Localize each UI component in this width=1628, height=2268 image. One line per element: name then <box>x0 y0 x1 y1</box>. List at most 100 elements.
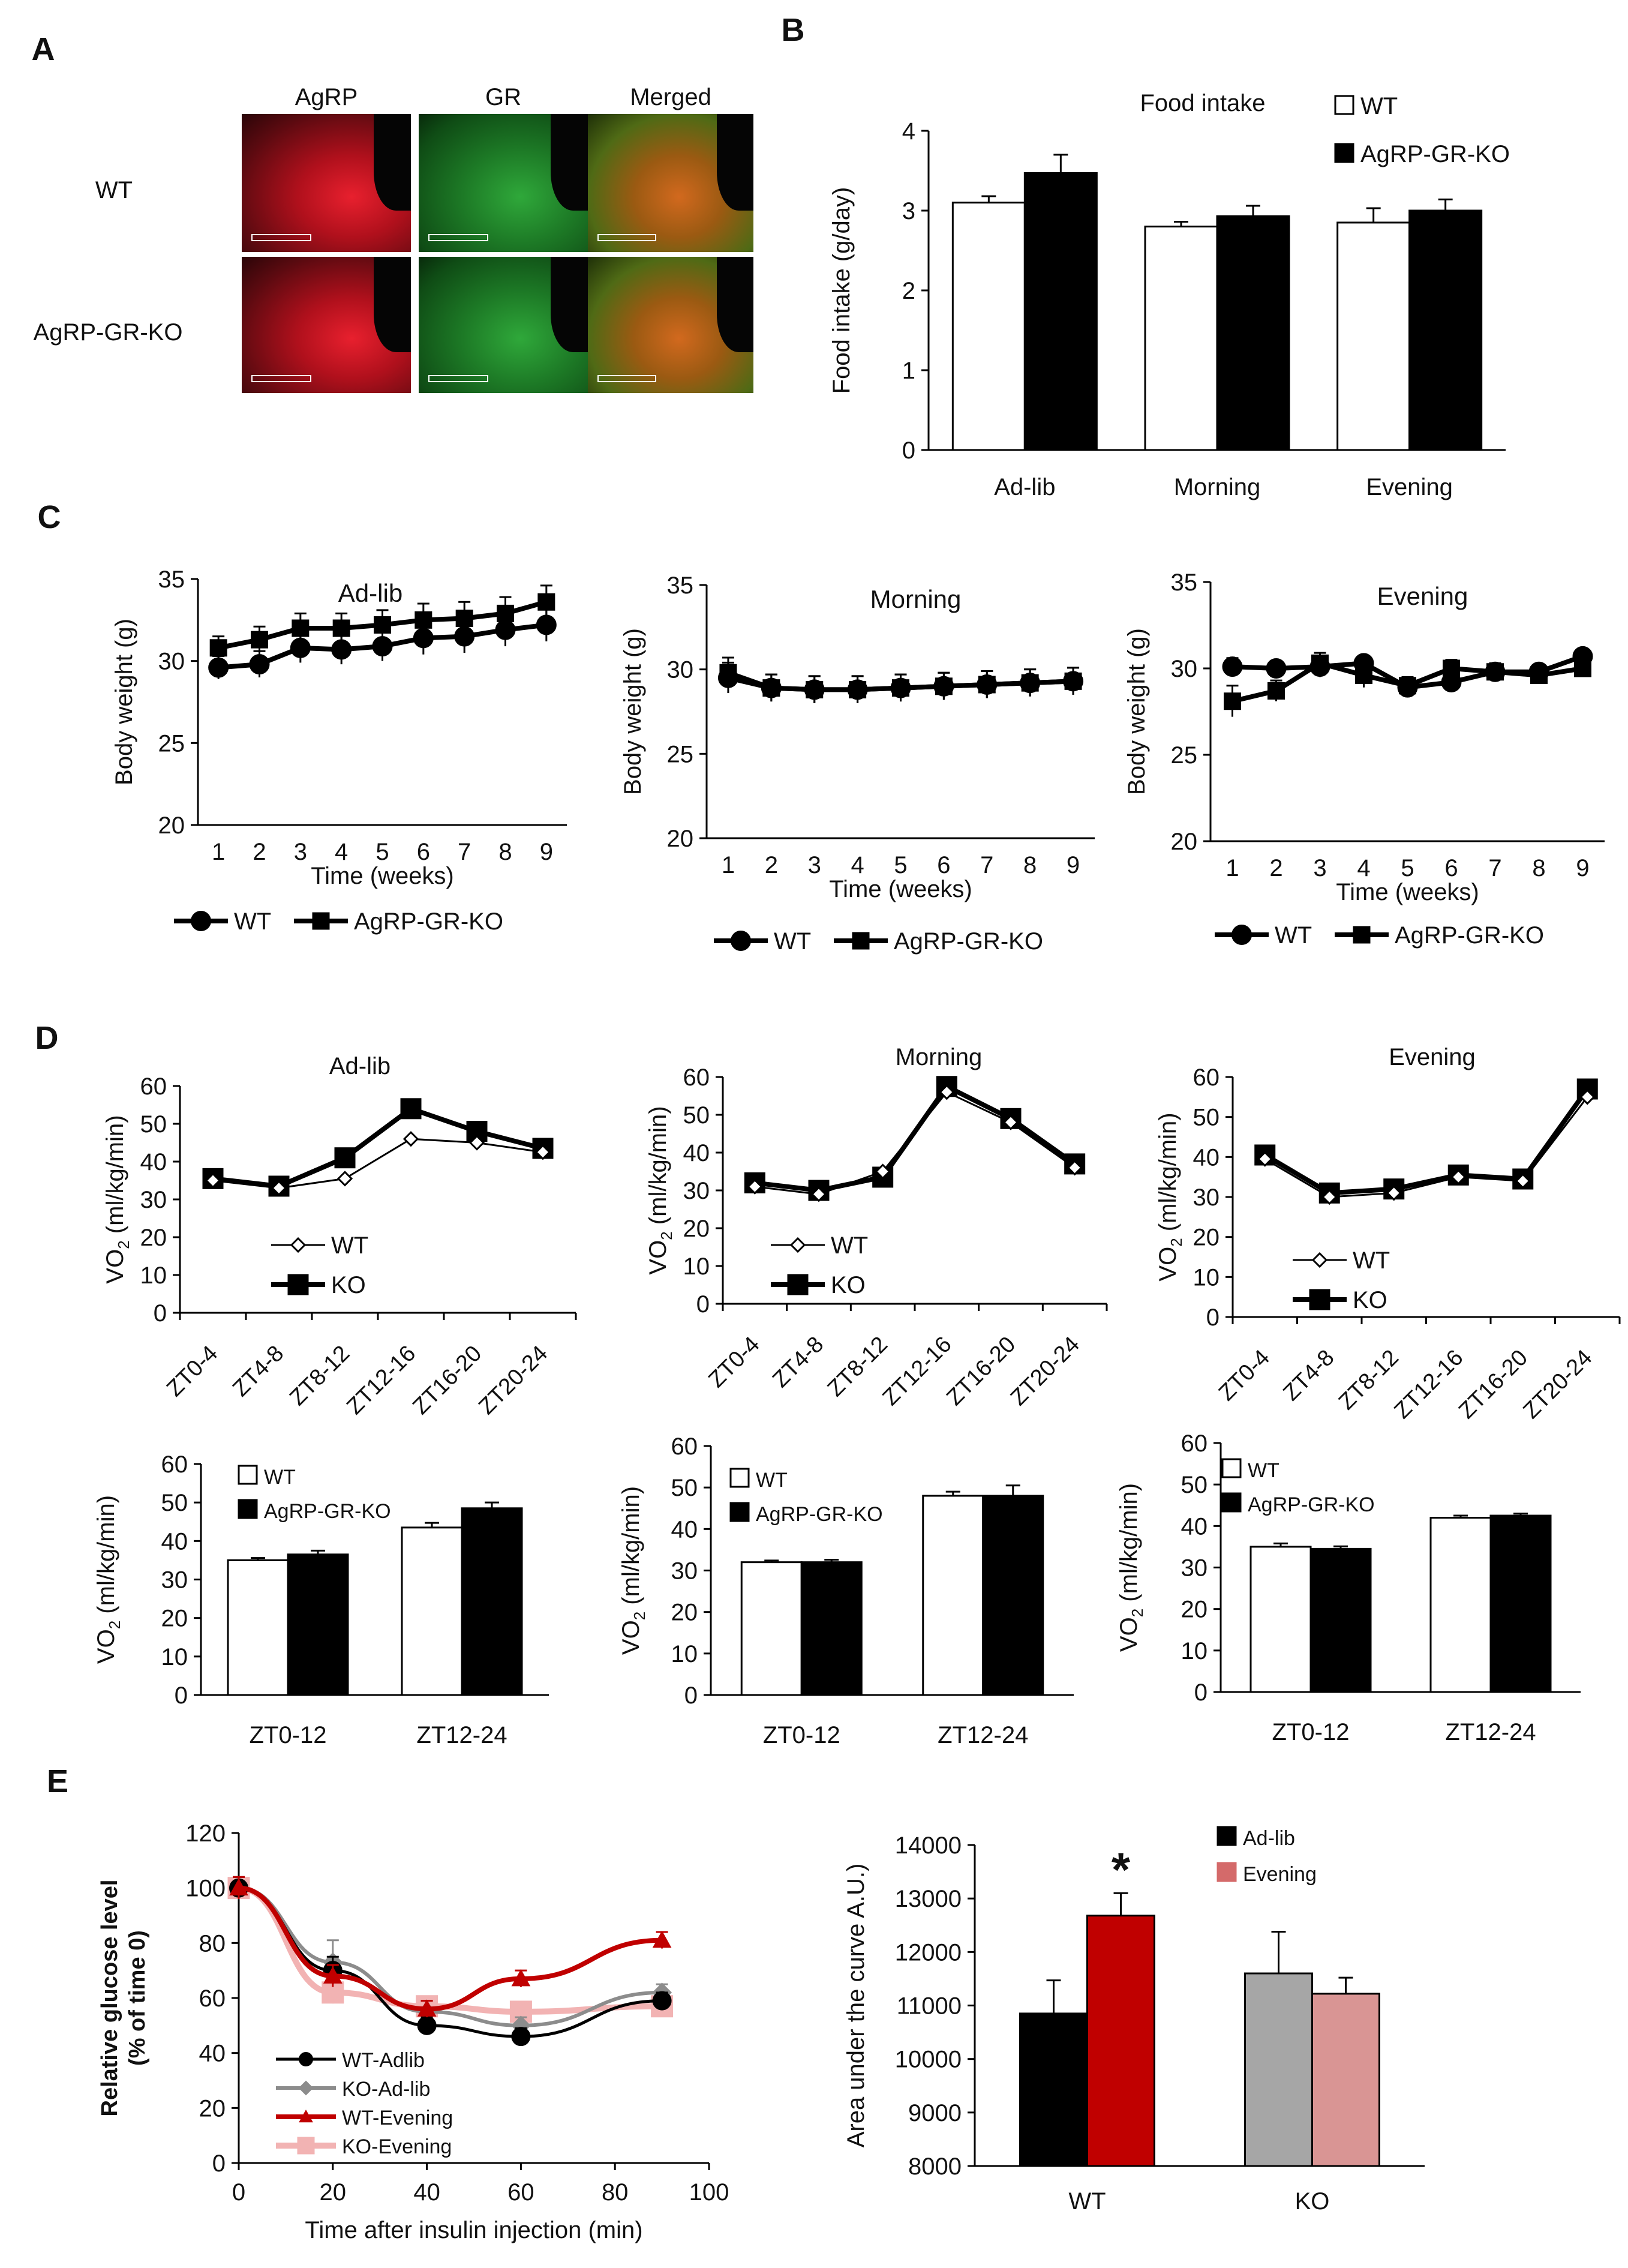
y-tick-label: 60 <box>199 1985 226 2012</box>
y-tick-label: 50 <box>671 1475 698 1501</box>
y-tick-label: 10 <box>161 1644 188 1670</box>
data-point <box>400 1098 422 1120</box>
bar <box>1023 172 1098 451</box>
x-axis-label: Time (weeks) <box>311 863 454 889</box>
data-point <box>417 1999 437 2017</box>
data-point <box>1574 659 1591 677</box>
x-tick-label: 0 <box>232 2179 245 2206</box>
data-point <box>403 1131 419 1147</box>
y-tick-label: 40 <box>1181 1513 1208 1540</box>
y-tick-label: 10000 <box>895 2047 962 2073</box>
legend-label: Evening <box>1243 1863 1317 1886</box>
y-tick-label: 1 <box>902 358 915 384</box>
y-tick-label: 9000 <box>908 2100 962 2126</box>
data-point <box>935 677 953 695</box>
y-tick-label: 100 <box>185 1876 226 1902</box>
x-tick-label: 20 <box>320 2179 347 2206</box>
x-category-label: ZT0-12 <box>250 1722 327 1748</box>
legend-marker <box>731 931 751 951</box>
legend-label: KO <box>331 1272 366 1298</box>
data-point <box>849 680 867 698</box>
x-tick-label: 3 <box>1313 855 1326 881</box>
ventricle-dark-region <box>717 114 753 211</box>
ventricle-dark-region <box>373 114 411 211</box>
x-tick-label: 7 <box>458 839 471 865</box>
x-category-label: ZT0-12 <box>1272 1719 1350 1745</box>
x-tick-label: 5 <box>894 852 907 878</box>
bar <box>800 1561 863 1696</box>
legend-label: WT <box>756 1469 788 1492</box>
data-point <box>652 1991 672 2011</box>
y-tick-label: 0 <box>1206 1304 1220 1331</box>
legend-marker <box>312 912 330 930</box>
data-point <box>249 654 270 675</box>
legend-label: WT-Adlib <box>342 2049 425 2072</box>
data-point <box>810 1186 827 1202</box>
y-tick-label: 30 <box>667 657 694 683</box>
y-tick-label: 60 <box>161 1451 188 1478</box>
legend-label: WT <box>234 908 271 935</box>
data-point <box>1486 663 1504 681</box>
series-line <box>754 1083 1076 1193</box>
significance-star: * <box>1112 1843 1131 1896</box>
data-point <box>417 2015 437 2035</box>
y-axis-label: Relative glucose level (% of time 0) <box>97 1880 150 2117</box>
micrograph-wt-merged <box>588 114 753 252</box>
data-point <box>209 639 227 657</box>
y-tick-label: 30 <box>140 1187 167 1213</box>
y-tick-label: 0 <box>684 1682 698 1709</box>
y-tick-label: 40 <box>683 1140 710 1166</box>
legend-label: AgRP-GR-KO <box>1395 922 1544 949</box>
legend-swatch <box>1221 1492 1242 1513</box>
x-tick-label: 6 <box>1444 855 1458 881</box>
x-tick-label: 60 <box>507 2179 534 2206</box>
legend-label: AgRP-GR-KO <box>894 928 1043 955</box>
x-tick-label: 9 <box>1576 855 1589 881</box>
legend-label: WT-Evening <box>342 2107 453 2129</box>
micrograph-agrp-gr-ko-merged <box>588 257 753 393</box>
legend-marker <box>787 1274 809 1295</box>
bar <box>1429 1517 1492 1693</box>
data-point <box>208 657 229 678</box>
bar <box>982 1495 1044 1696</box>
y-tick-label: 30 <box>158 649 185 675</box>
data-point <box>229 1878 248 1896</box>
micrograph-column-label: AgRP <box>295 84 358 110</box>
scale-bar <box>251 375 311 382</box>
chart-title: Ad-lib <box>338 579 403 607</box>
x-tick-label: 1 <box>722 852 735 878</box>
y-tick-label: 35 <box>667 572 694 599</box>
legend-swatch <box>1217 1862 1237 1882</box>
data-point <box>1386 1185 1402 1201</box>
bar <box>951 202 1026 451</box>
data-point <box>875 1163 891 1180</box>
data-point <box>719 664 737 682</box>
y-tick-label: 0 <box>154 1300 167 1327</box>
data-point <box>652 1930 672 1948</box>
data-point <box>334 1147 356 1169</box>
data-point <box>1530 667 1548 685</box>
bar <box>1086 1915 1155 2167</box>
bar <box>1489 1514 1552 1693</box>
micrograph-agrp-gr-ko-gr <box>419 257 588 393</box>
y-tick-label: 0 <box>1194 1679 1208 1706</box>
y-tick-label: 14000 <box>895 1832 962 1859</box>
x-tick-label: 1 <box>212 839 225 865</box>
x-tick-label: 5 <box>376 839 389 865</box>
data-point <box>762 679 780 697</box>
x-tick-label: ZT0-4 <box>704 1332 764 1393</box>
y-tick-label: 20 <box>1181 1597 1208 1623</box>
legend-label: WT <box>774 928 811 955</box>
data-point <box>1222 656 1243 677</box>
legend-label: WT <box>1275 922 1312 949</box>
x-category-label: ZT12-24 <box>416 1722 507 1748</box>
data-point <box>978 676 996 694</box>
x-tick-label: ZT20-24 <box>1518 1345 1597 1424</box>
bar <box>287 1553 349 1696</box>
x-category-label: Evening <box>1366 474 1453 500</box>
x-tick-label: ZT0-4 <box>1214 1345 1275 1406</box>
y-axis-label: VO2 (ml/kg/min) <box>93 1495 124 1664</box>
legend-label: KO <box>1353 1287 1387 1313</box>
legend-marker <box>298 2080 314 2096</box>
y-tick-label: 50 <box>140 1111 167 1138</box>
